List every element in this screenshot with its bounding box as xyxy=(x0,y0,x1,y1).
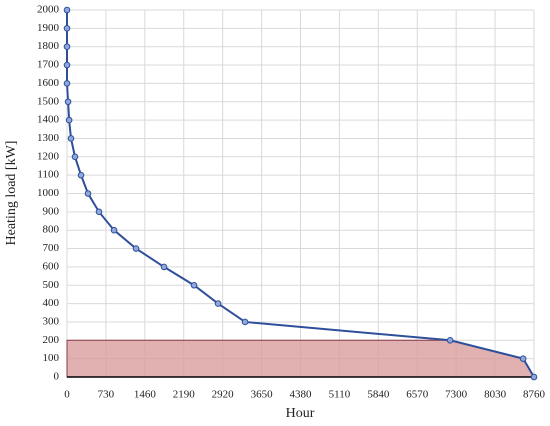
x-tick-label: 7300 xyxy=(445,389,468,401)
y-tick-label: 1300 xyxy=(37,132,60,144)
y-tick-label: 200 xyxy=(43,334,60,346)
data-point xyxy=(63,61,71,69)
shaded-area xyxy=(66,339,535,378)
data-point xyxy=(63,43,71,51)
y-tick-label: 900 xyxy=(43,205,60,217)
y-tick-label: 500 xyxy=(43,279,60,291)
data-point xyxy=(64,98,72,106)
y-axis-label: Heating load [kW] xyxy=(4,141,19,246)
y-tick-label: 1500 xyxy=(37,95,60,107)
y-tick-label: 700 xyxy=(43,242,60,254)
x-tick-label: 8030 xyxy=(484,389,507,401)
data-point xyxy=(65,116,73,124)
x-tick-label: 8760 xyxy=(523,389,546,401)
data-point xyxy=(63,6,71,14)
data-point xyxy=(190,281,198,289)
data-point xyxy=(67,135,75,142)
x-tick-label: 6570 xyxy=(406,389,429,401)
data-point xyxy=(530,373,538,381)
x-tick-label: 0 xyxy=(64,389,70,401)
x-tick-label: 1460 xyxy=(134,389,157,401)
y-tick-label: 1600 xyxy=(37,77,60,89)
y-tick-label: 800 xyxy=(43,224,60,236)
x-tick-label: 2920 xyxy=(212,389,235,401)
y-tick-label: 1100 xyxy=(37,169,59,181)
y-tick-label: 300 xyxy=(43,315,60,327)
x-tick-label: 3650 xyxy=(251,389,274,401)
y-tick-label: 1400 xyxy=(37,114,60,126)
data-point xyxy=(63,80,71,87)
data-point xyxy=(95,208,103,216)
y-tick-label: 1700 xyxy=(37,59,60,71)
data-point xyxy=(160,263,168,271)
data-point xyxy=(132,245,140,252)
data-point xyxy=(71,153,79,161)
data-point xyxy=(519,355,527,362)
y-tick-label: 1800 xyxy=(37,40,60,52)
x-tick-label: 5110 xyxy=(329,389,351,401)
x-tick-label: 730 xyxy=(98,389,115,401)
y-tick-label: 1200 xyxy=(37,150,60,162)
y-tick-label: 100 xyxy=(43,352,60,364)
y-tick-label: 1900 xyxy=(37,22,60,34)
y-tick-label: 600 xyxy=(43,260,60,272)
y-tick-label: 1000 xyxy=(37,187,60,199)
y-tick-label: 400 xyxy=(43,297,60,309)
data-point xyxy=(446,337,454,344)
data-point xyxy=(84,190,92,197)
data-point xyxy=(110,226,118,234)
x-tick-label: 2190 xyxy=(173,389,196,401)
x-tick-label: 4380 xyxy=(290,389,313,401)
x-axis-label: Hour xyxy=(286,406,315,421)
data-point xyxy=(63,25,71,32)
x-tick-label: 5840 xyxy=(367,389,390,401)
data-point xyxy=(214,300,222,307)
y-tick-label: 0 xyxy=(54,371,60,383)
y-tick-label: 2000 xyxy=(37,4,60,16)
data-point xyxy=(77,171,85,179)
data-point xyxy=(241,318,249,326)
